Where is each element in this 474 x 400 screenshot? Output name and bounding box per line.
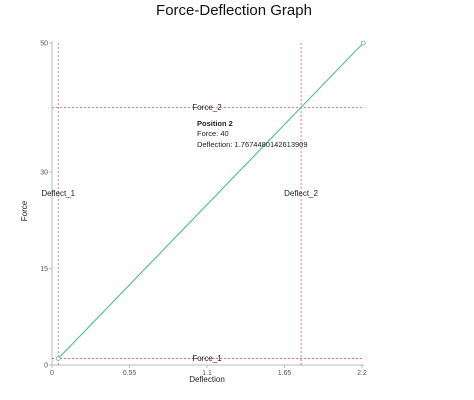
x-tick-label: 0.55 xyxy=(123,370,137,377)
hover-tooltip: Position 2 Force: 40 Deflection: 1.76744… xyxy=(197,119,308,149)
x-tick-label: 0 xyxy=(50,370,54,377)
series-group xyxy=(55,40,366,361)
y-tick-label: 50 xyxy=(40,41,48,48)
reference-lines-group: Force_1 Force_2 Deflect_1 Deflect_2 xyxy=(41,43,362,365)
x-tick-label: 2.2 xyxy=(357,370,367,377)
y-tick-label: 0 xyxy=(44,363,48,370)
reference-label-vertical: Deflect_1 xyxy=(41,189,75,198)
y-tick-group: 0 15 30 50 xyxy=(40,41,52,370)
x-axis-label: Deflection xyxy=(189,375,225,384)
reference-label-vertical: Deflect_2 xyxy=(284,189,318,198)
reference-label-horizontal: Force_2 xyxy=(192,103,222,112)
x-tick-label: 1.1 xyxy=(202,370,212,377)
tooltip-force: Force: 40 xyxy=(197,129,229,138)
x-tick-label: 1.65 xyxy=(278,370,292,377)
tooltip-title: Position 2 xyxy=(197,119,233,128)
y-tick-label: 30 xyxy=(40,169,48,176)
axes-group: 0 0.55 1.1 1.65 2.2 0 15 30 50 xyxy=(40,41,367,378)
series-point xyxy=(360,40,366,46)
series-line xyxy=(57,42,364,359)
tooltip-deflection: Deflection: 1.7674480142613909 xyxy=(197,140,308,149)
y-axis-label: Force xyxy=(20,200,29,221)
chart-title: Force-Deflection Graph xyxy=(156,2,312,19)
series-point xyxy=(55,356,61,361)
reference-label-horizontal: Force_1 xyxy=(192,354,222,363)
y-tick-label: 15 xyxy=(40,266,48,273)
